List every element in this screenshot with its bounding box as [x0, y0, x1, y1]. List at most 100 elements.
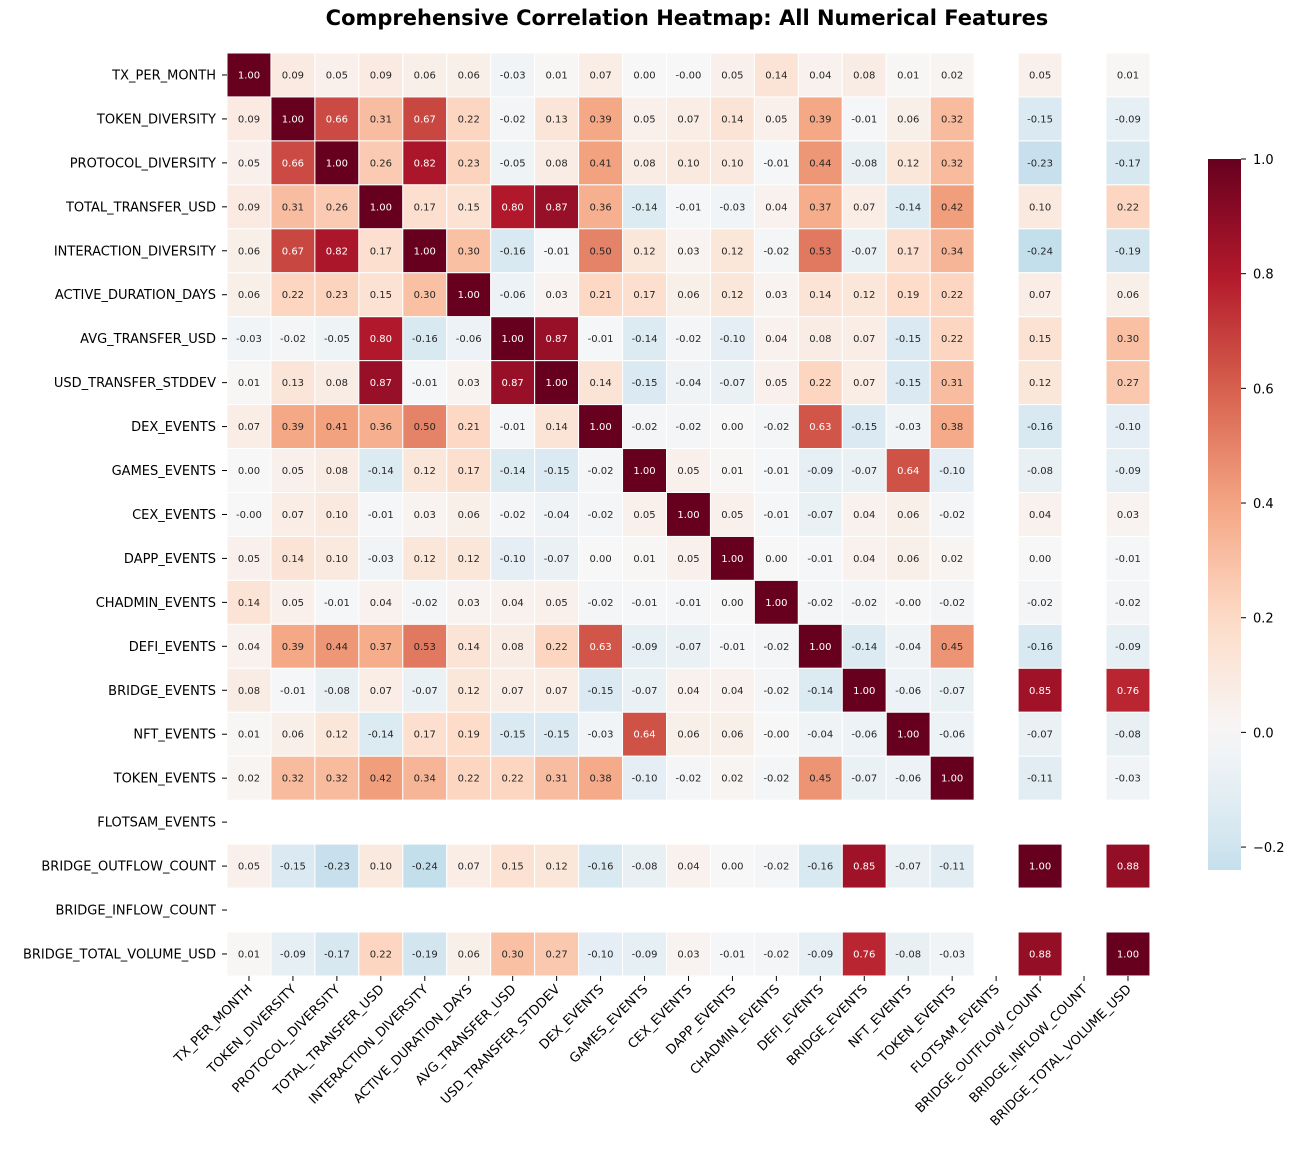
heatmap-cell — [666, 184, 711, 230]
heatmap-cell — [929, 931, 975, 977]
heatmap-cell-label: 0.64 — [633, 730, 655, 741]
heatmap-cell — [622, 755, 667, 801]
heatmap-cell-label: 0.85 — [853, 862, 875, 873]
heatmap-cell-label: -0.02 — [763, 949, 789, 960]
heatmap-cell-label: -0.24 — [412, 862, 438, 873]
heatmap-cell-label: -0.06 — [851, 730, 877, 741]
heatmap-cell-label: 0.32 — [282, 774, 304, 785]
heatmap-cell-label: -0.02 — [676, 334, 702, 345]
heatmap-cell-label: -0.02 — [676, 774, 702, 785]
heatmap-cell-label: 0.19 — [897, 290, 919, 301]
heatmap-cell-label: 0.12 — [458, 686, 480, 697]
y-tick-label: GAMES_EVENTS — [112, 464, 216, 479]
heatmap-cell-label: -0.08 — [851, 158, 877, 169]
heatmap-cell-label: 0.10 — [677, 158, 699, 169]
heatmap-cell-label: -0.02 — [280, 334, 306, 345]
heatmap-cell — [226, 535, 272, 581]
heatmap-cell — [1105, 931, 1151, 977]
heatmap-cell-label: 0.07 — [458, 862, 480, 873]
heatmap-cell-label: -0.07 — [851, 774, 877, 785]
heatmap-cell-label: -0.03 — [368, 554, 394, 565]
heatmap-cell-label: 0.03 — [677, 246, 699, 257]
heatmap-cell-label: 0.05 — [545, 598, 567, 609]
heatmap-cell-label: 0.03 — [765, 290, 787, 301]
heatmap-cell — [314, 228, 360, 274]
heatmap-cells: 1.00 0.09 0.05 0.09 0.06 0.06 -0.03 0.01 0.07 0.0… — [226, 52, 1151, 977]
heatmap-cell-label: -0.02 — [588, 466, 614, 477]
heatmap-cell-label: -0.15 — [544, 466, 570, 477]
heatmap-cell — [314, 404, 360, 450]
heatmap-cell-label: 0.15 — [370, 290, 392, 301]
heatmap-cell-label: 0.12 — [1029, 378, 1051, 389]
heatmap-cell — [226, 140, 272, 186]
heatmap-cell-label: 0.07 — [853, 378, 875, 389]
heatmap-cell-label: -0.05 — [324, 334, 350, 345]
heatmap-cell — [446, 228, 492, 274]
heatmap-cell-label: 0.82 — [326, 246, 348, 257]
heatmap-cell-label: 0.37 — [370, 642, 392, 653]
heatmap-cell-label: 0.23 — [458, 158, 480, 169]
heatmap-cell-label: -0.08 — [1115, 730, 1141, 741]
heatmap-cell-label: 0.04 — [502, 598, 524, 609]
heatmap-cell-label: -0.09 — [807, 466, 833, 477]
heatmap-cell — [578, 404, 624, 450]
heatmap-cell — [270, 96, 316, 142]
heatmap-cell-label: 0.12 — [545, 862, 567, 873]
heatmap-cell — [929, 52, 975, 98]
heatmap-cell-label: 0.06 — [238, 246, 260, 257]
heatmap-cell-label: 0.07 — [677, 114, 699, 125]
heatmap-cell-label: 0.04 — [765, 202, 787, 213]
heatmap-cell-label: 0.03 — [458, 378, 480, 389]
heatmap-cell-label: 0.14 — [809, 290, 831, 301]
heatmap-cell — [1017, 492, 1063, 537]
heatmap-cell — [709, 52, 755, 98]
heatmap-cell-label: -0.02 — [763, 246, 789, 257]
heatmap-cell — [753, 272, 799, 318]
heatmap-cell-label: 0.02 — [238, 774, 260, 785]
heatmap-cell — [622, 448, 667, 493]
heatmap-cell-label: 0.05 — [1029, 70, 1051, 81]
heatmap-cell — [666, 755, 711, 801]
heatmap-cell-label: 0.04 — [765, 334, 787, 345]
heatmap-cell — [490, 272, 536, 318]
heatmap-cell — [490, 316, 536, 362]
heatmap-cell — [358, 184, 404, 230]
heatmap-cell-label: -0.16 — [1027, 422, 1053, 433]
heatmap-cell-label: 0.04 — [1029, 510, 1051, 521]
heatmap-cell-label: 0.22 — [941, 290, 963, 301]
heatmap-cell-label: -0.02 — [632, 422, 658, 433]
heatmap-cell-label: -0.10 — [719, 334, 745, 345]
heatmap-cell-label: 0.04 — [853, 554, 875, 565]
y-tick-label: ACTIVE_DURATION_DAYS — [55, 288, 216, 303]
heatmap-cell — [226, 492, 272, 537]
heatmap-cell — [402, 140, 448, 186]
heatmap-cell — [402, 535, 448, 581]
heatmap-cell-label: -0.03 — [939, 949, 965, 960]
heatmap-cell — [314, 272, 360, 318]
heatmap-cell — [797, 52, 843, 98]
heatmap-cell-label: 0.22 — [458, 774, 480, 785]
heatmap-cell-label: -0.24 — [1027, 246, 1053, 257]
heatmap-cell-label: 0.76 — [1117, 686, 1139, 697]
heatmap-cell — [226, 755, 272, 801]
heatmap-cell-label: 0.22 — [458, 114, 480, 125]
heatmap-cell — [929, 404, 975, 450]
heatmap-cell-label: -0.11 — [939, 862, 965, 873]
heatmap-cell-label: 0.32 — [941, 158, 963, 169]
heatmap-cell — [1017, 448, 1063, 493]
colorbar-tick-label: 1.0 — [1253, 153, 1274, 168]
heatmap-cell — [929, 667, 975, 713]
x-tick-label: BRIDGE_EVENTS — [784, 982, 871, 1069]
heatmap-cell-label: 0.01 — [238, 730, 260, 741]
heatmap-cell-label: -0.14 — [368, 466, 394, 477]
heatmap-cell — [270, 228, 316, 274]
heatmap-cell-label: 0.14 — [765, 70, 787, 81]
heatmap-cell — [753, 228, 799, 274]
heatmap-cell-label: 1.00 — [853, 686, 875, 697]
heatmap-cell-label: -0.07 — [632, 686, 658, 697]
heatmap-cell-label: 0.07 — [853, 334, 875, 345]
heatmap-cell-label: -0.07 — [851, 466, 877, 477]
heatmap-cell-label: 0.08 — [633, 158, 655, 169]
heatmap-cell-label: 0.12 — [414, 554, 436, 565]
heatmap-cell-label: -0.19 — [1115, 246, 1141, 257]
